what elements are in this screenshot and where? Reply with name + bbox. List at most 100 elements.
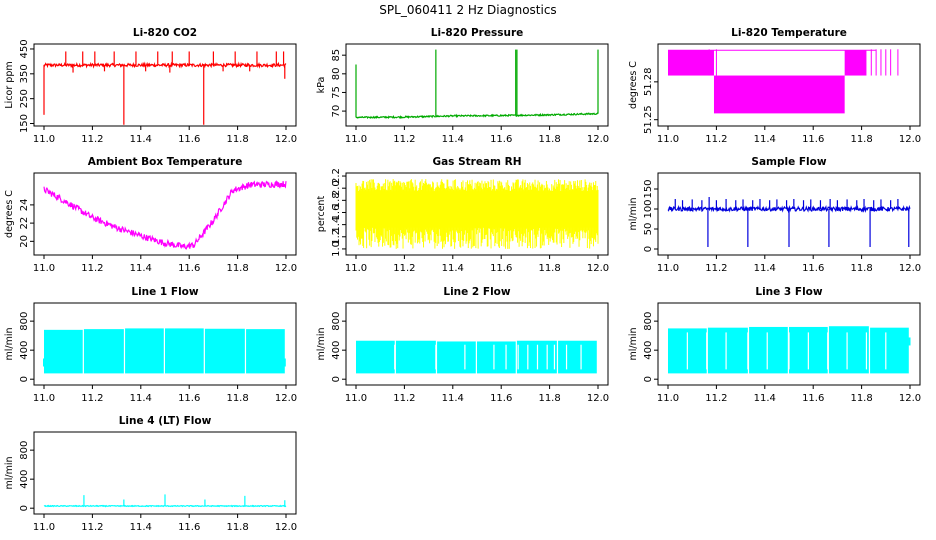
x-tick-label: 11.0 (657, 263, 679, 274)
chart-title: Line 3 Flow (755, 286, 822, 298)
x-tick-label: 11.2 (393, 393, 415, 404)
flow-segment (558, 340, 597, 374)
x-tick-label: 11.8 (538, 263, 560, 274)
flow-segment (749, 326, 788, 374)
chart-title: Line 1 Flow (131, 286, 198, 298)
x-tick-label: 11.0 (657, 393, 679, 404)
y-tick-label: 400 (331, 341, 342, 360)
x-tick-label: 12.0 (275, 263, 297, 274)
y-tick-label: 0 (331, 376, 342, 382)
x-tick-label: 11.2 (81, 263, 103, 274)
y-tick-label: 400 (19, 470, 30, 489)
x-tick-label: 11.6 (178, 393, 200, 404)
chart-title: Gas Stream RH (432, 156, 521, 168)
x-tick-label: 11.2 (705, 393, 727, 404)
flow-segment (516, 340, 557, 374)
x-tick-label: 11.6 (490, 134, 512, 145)
y-tick-label: 800 (331, 312, 342, 331)
x-tick-label: 11.8 (226, 393, 248, 404)
x-tick-label: 12.0 (587, 134, 609, 145)
y-tick-label: 0 (643, 376, 654, 382)
series (355, 179, 599, 249)
panels-grid: Li-820 CO2 11.0 11.2 11.4 11.6 11.8 12.0 150 250… (4, 27, 921, 533)
y-tick-label: 1.8 (331, 192, 342, 208)
x-tick-label: 11.2 (705, 134, 727, 145)
series-line (355, 112, 599, 120)
series (668, 326, 911, 374)
y-axis-label: ml/min (4, 327, 15, 360)
x-tick-label: 11.2 (81, 134, 103, 145)
chart-panel: Line 1 Flow 11.0 11.2 11.4 11.6 11.8 12.0 0 400 8… (4, 286, 297, 404)
series-line (43, 61, 287, 69)
flow-segment (204, 328, 245, 374)
plot-frame (345, 302, 609, 386)
plot-frame (345, 172, 609, 256)
x-tick-label: 11.8 (850, 134, 872, 145)
x-tick-label: 12.0 (275, 522, 297, 533)
y-axis-label: Licor ppm (4, 61, 15, 108)
x-tick-label: 11.8 (226, 263, 248, 274)
series (668, 49, 899, 114)
x-tick-label: 11.4 (442, 393, 464, 404)
x-tick-label: 11.8 (850, 393, 872, 404)
y-tick-label: 24 (19, 199, 30, 212)
x-tick-label: 11.2 (393, 263, 415, 274)
x-tick-label: 11.6 (178, 134, 200, 145)
x-tick-label: 11.4 (754, 134, 776, 145)
y-tick-label: 50 (643, 223, 654, 236)
flow-segment (477, 341, 516, 374)
x-tick-label: 11.6 (178, 263, 200, 274)
x-tick-label: 11.4 (130, 393, 152, 404)
band-block (668, 50, 714, 76)
y-tick-label: 400 (643, 341, 654, 360)
x-tick-label: 11.0 (345, 263, 367, 274)
y-axis-label: percent (316, 196, 327, 233)
y-tick-label: 1.2 (331, 229, 342, 245)
series (43, 494, 287, 508)
y-tick-label: 0 (643, 246, 654, 252)
chart-title: Line 2 Flow (443, 286, 510, 298)
x-tick-label: 11.6 (802, 393, 824, 404)
chart-panel: Li-820 CO2 11.0 11.2 11.4 11.6 11.8 12.0 150 250… (4, 27, 297, 145)
y-tick-label: 800 (643, 312, 654, 331)
x-tick-label: 12.0 (275, 134, 297, 145)
y-tick-label: 85 (331, 49, 342, 62)
y-tick-label: 0 (19, 376, 30, 382)
plot-frame (345, 43, 609, 127)
plot-frame (657, 43, 921, 127)
flow-segment (83, 329, 124, 374)
y-tick-label: 22 (19, 217, 30, 230)
series (43, 180, 287, 250)
chart-panel: Line 2 Flow 11.0 11.2 11.4 11.6 11.8 12.0 0 400 8… (316, 286, 609, 404)
flow-segment (246, 329, 285, 374)
y-tick-label: 51.28 (643, 68, 654, 97)
flow-segment (870, 327, 909, 374)
chart-title: Li-820 CO2 (133, 27, 197, 39)
chart-title: Line 4 (LT) Flow (119, 415, 212, 427)
y-tick-label: 2.2 (331, 168, 342, 184)
x-tick-label: 11.0 (33, 263, 55, 274)
x-tick-label: 11.8 (538, 393, 560, 404)
y-tick-label: 75 (331, 86, 342, 99)
plot-frame (33, 302, 297, 386)
plot-frame (657, 302, 921, 386)
x-tick-label: 11.4 (130, 263, 152, 274)
chart-title: Sample Flow (751, 156, 826, 168)
series (43, 51, 287, 125)
chart-panel: Line 3 Flow 11.0 11.2 11.4 11.6 11.8 12.0 0 400 8… (628, 286, 921, 404)
x-tick-label: 11.4 (754, 393, 776, 404)
y-tick-label: 450 (19, 39, 30, 58)
y-axis-label: ml/min (628, 197, 639, 230)
y-tick-label: 800 (19, 441, 30, 460)
x-tick-label: 11.0 (345, 134, 367, 145)
chart-title: Li-820 Pressure (431, 27, 524, 39)
y-tick-label: 2.0 (331, 180, 342, 196)
x-tick-label: 11.8 (538, 134, 560, 145)
x-tick-label: 11.2 (393, 134, 415, 145)
x-tick-label: 12.0 (587, 393, 609, 404)
y-tick-label: 1.6 (331, 205, 342, 221)
x-tick-label: 12.0 (899, 263, 921, 274)
series (355, 49, 599, 120)
chart-panel: Ambient Box Temperature 11.0 11.2 11.4 11.6 1… (4, 156, 297, 274)
plot-frame (33, 43, 297, 127)
